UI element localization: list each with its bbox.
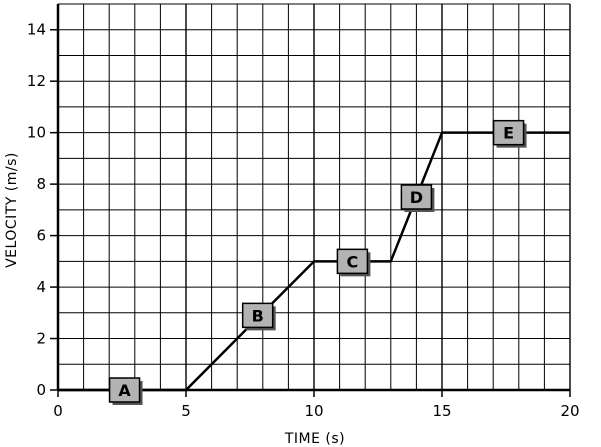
tick-labels: 0 5 10 15 20 0 2 4 6 8 10 12 14 (27, 21, 580, 420)
y-axis-label: VELOCITY (m/s) (4, 152, 20, 268)
segment-label-b: B (241, 302, 276, 331)
label-text: E (503, 124, 514, 143)
label-text: B (252, 306, 264, 325)
label-box (108, 377, 141, 403)
y-tick-label: 10 (27, 124, 46, 142)
y-tick-label: 8 (36, 175, 46, 193)
label-box (336, 248, 369, 275)
x-tick-label: 5 (181, 402, 191, 420)
segment-label-d: D (400, 184, 435, 212)
y-tick-label: 6 (36, 227, 46, 245)
label-text: A (118, 381, 131, 400)
y-tick-label: 12 (27, 72, 46, 90)
grid (57, 3, 571, 391)
x-tick-label: 10 (304, 402, 323, 420)
label-box (400, 184, 433, 210)
segment-labels: A B C D E (108, 119, 527, 405)
y-tick-label: 14 (27, 21, 46, 39)
label-box (241, 302, 274, 329)
label-text: D (410, 188, 423, 207)
segment-label-e: E (492, 119, 527, 148)
segment-label-c: C (336, 248, 371, 277)
y-tick-label: 2 (36, 330, 46, 348)
x-tick-label: 15 (432, 402, 451, 420)
label-text: C (347, 252, 359, 271)
x-tick-label: 20 (560, 402, 579, 420)
y-tick-label: 4 (36, 278, 46, 296)
label-box (492, 119, 525, 146)
y-tick-label: 0 (36, 381, 46, 399)
segment-label-a: A (108, 377, 143, 405)
x-tick-label: 0 (53, 402, 63, 420)
x-axis-label: TIME (s) (284, 431, 345, 447)
